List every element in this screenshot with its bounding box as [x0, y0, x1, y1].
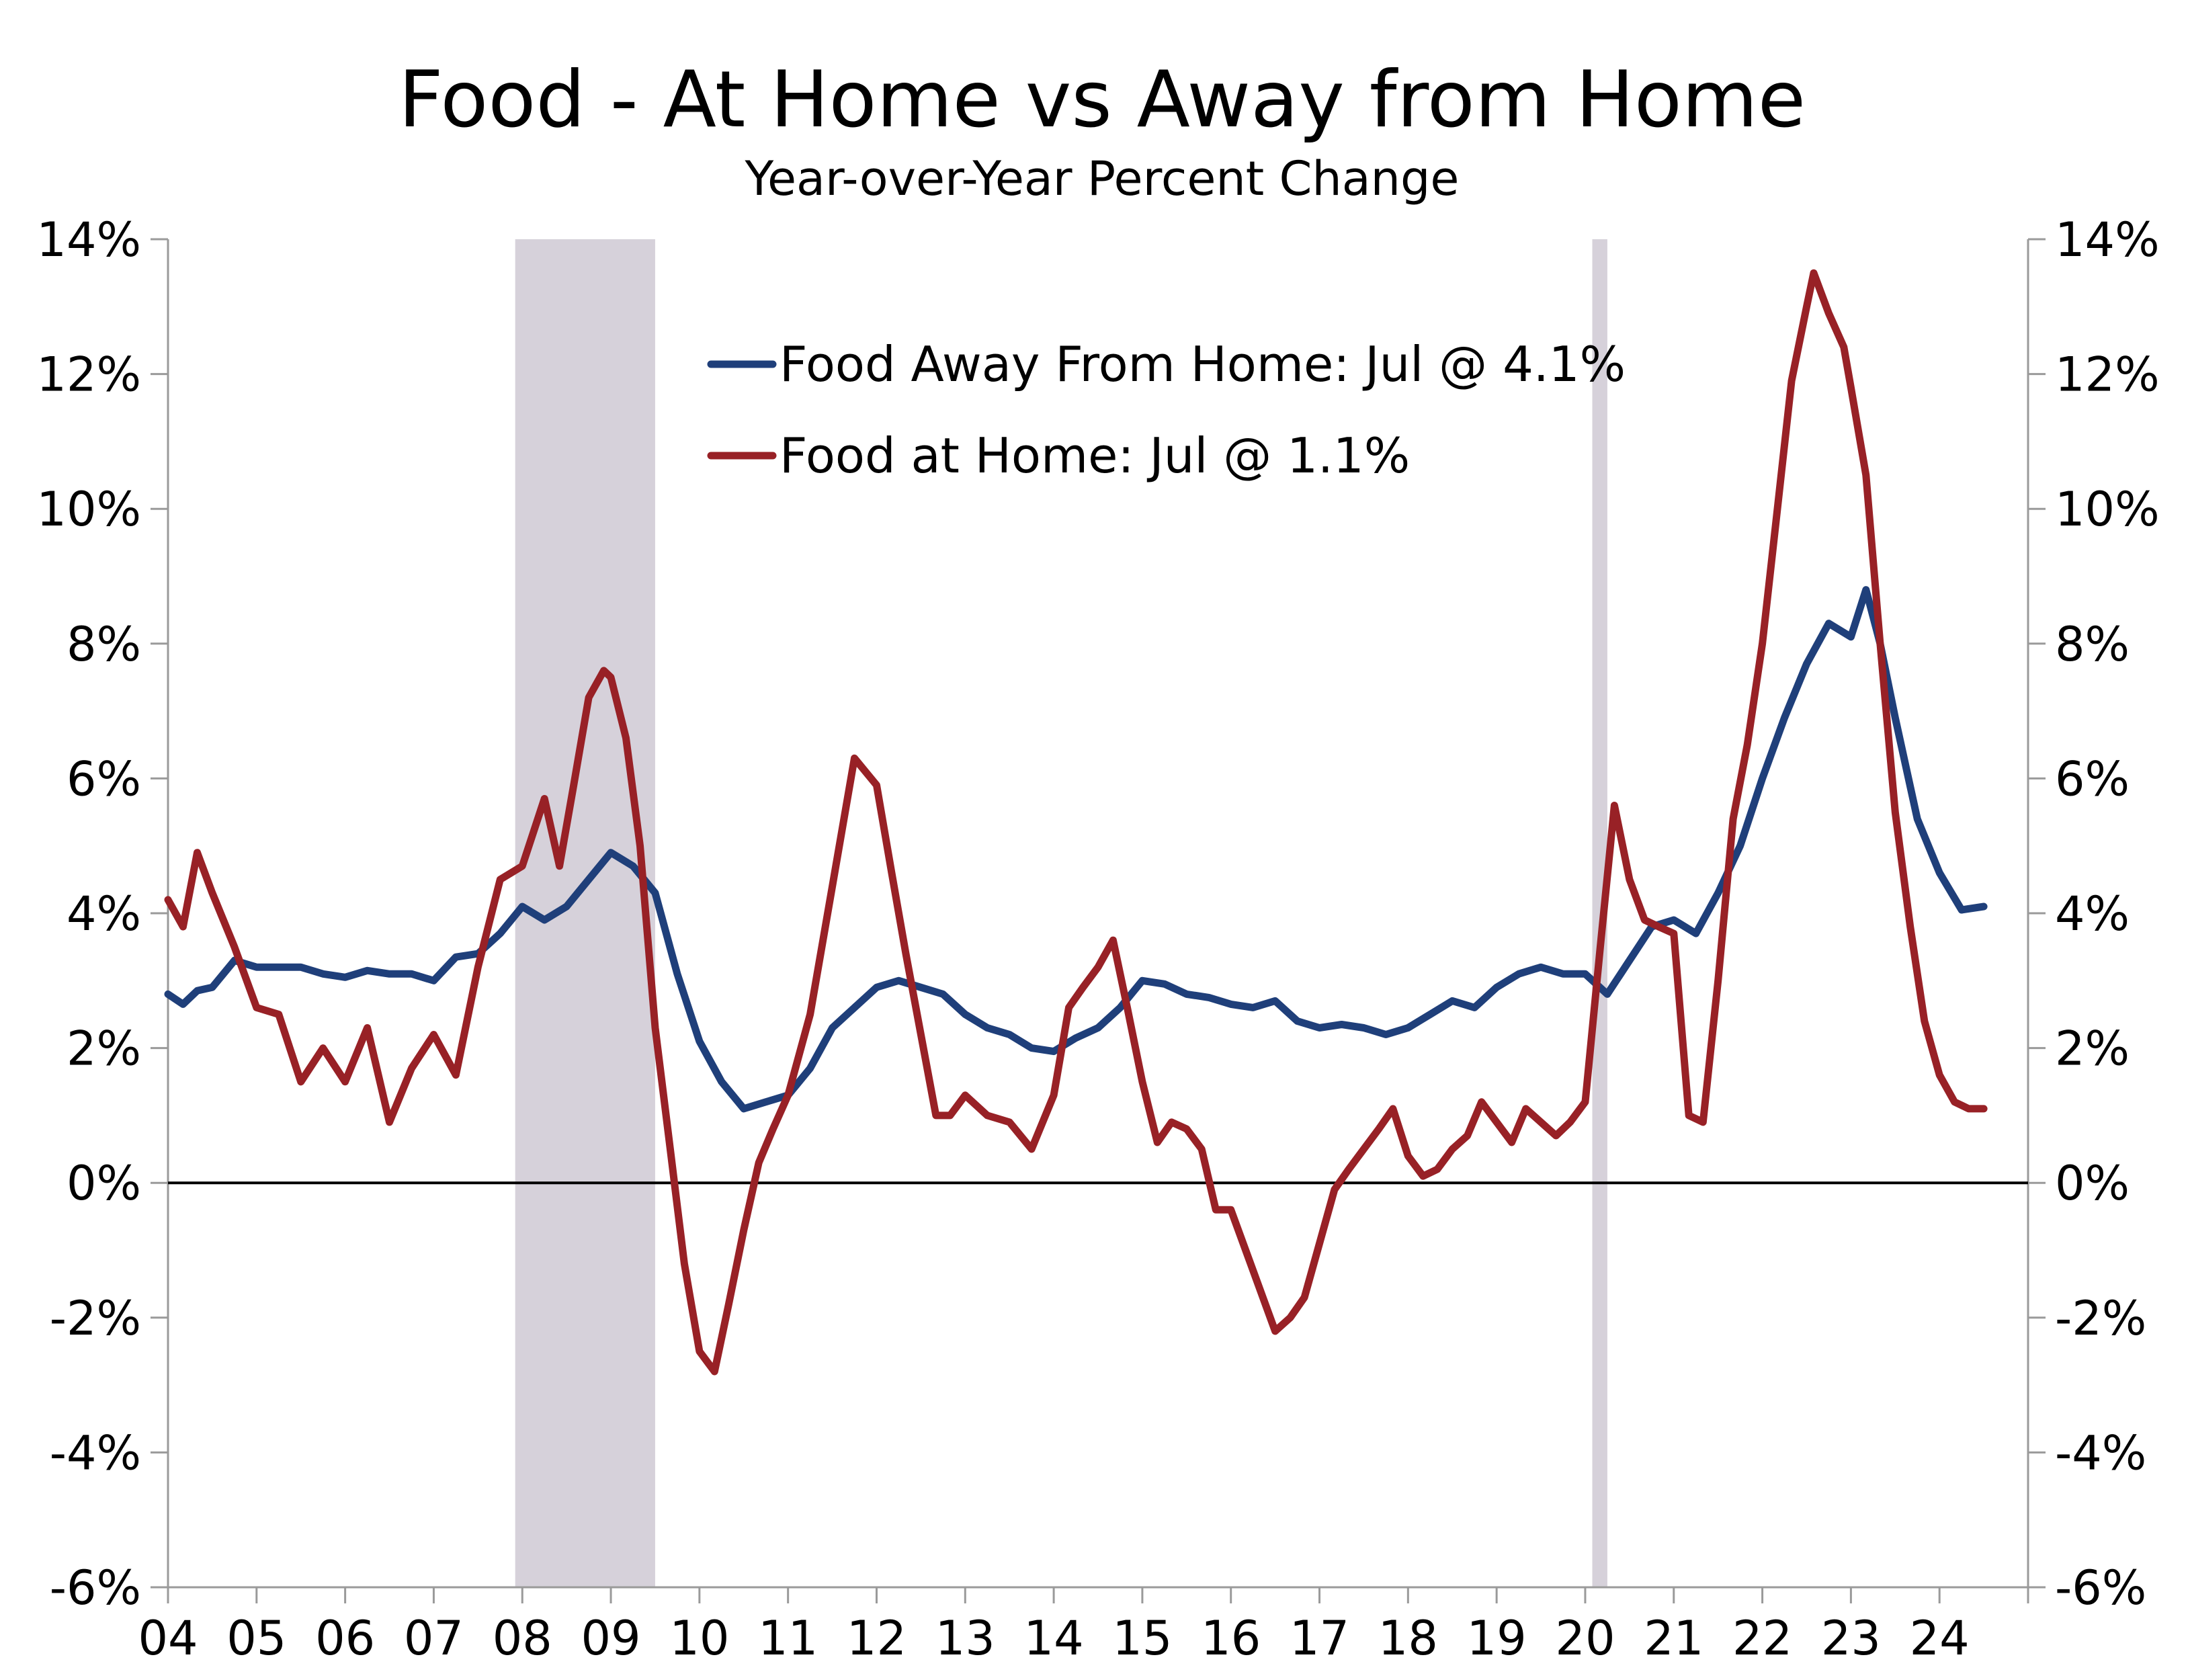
x-tick-label: 17: [1290, 1611, 1349, 1666]
x-tick-label: 18: [1378, 1611, 1438, 1666]
x-tick-label: 04: [138, 1611, 198, 1666]
x-tick-label: 21: [1644, 1611, 1703, 1666]
x-tick-label: 06: [315, 1611, 375, 1666]
x-tick-label: 12: [847, 1611, 907, 1666]
y-tick-label-left: 12%: [36, 347, 141, 403]
x-tick-label: 08: [493, 1611, 552, 1666]
x-tick-label: 22: [1732, 1611, 1792, 1666]
y-tick-label-right: 2%: [2055, 1021, 2130, 1077]
x-tick-label: 15: [1112, 1611, 1172, 1666]
x-tick-label: 24: [1910, 1611, 1970, 1666]
recession-band-2: [1592, 239, 1607, 1587]
axes: -6% -6% -4% -4% -2% -2% 0% 0% 2% 2% 4% 4% 6% 6% 8% 8% 10…: [36, 212, 2159, 1666]
y-tick-label-left: 2%: [67, 1021, 141, 1077]
y-tick-label-left: 14%: [36, 212, 141, 267]
x-tick-label: 23: [1821, 1611, 1881, 1666]
y-tick-label-left: 4%: [67, 886, 141, 941]
x-tick-label: 19: [1467, 1611, 1527, 1666]
x-tick-label: 09: [581, 1611, 641, 1666]
x-tick-label: 14: [1024, 1611, 1084, 1666]
y-tick-label-left: -4%: [50, 1425, 141, 1480]
y-tick-label-right: 6%: [2055, 751, 2130, 806]
chart-subtitle: Year-over-Year Percent Change: [745, 151, 1460, 206]
x-tick-label: 10: [669, 1611, 729, 1666]
legend-label-2: Food at Home: Jul @ 1.1%: [780, 427, 1410, 484]
y-tick-label-left: -6%: [50, 1560, 141, 1615]
x-tick-label: 20: [1555, 1611, 1615, 1666]
x-tick-label: 13: [935, 1611, 995, 1666]
x-tick-label: 05: [226, 1611, 286, 1666]
y-tick-label-right: 4%: [2055, 886, 2130, 941]
y-tick-label-right: -4%: [2055, 1425, 2146, 1480]
y-tick-label-right: 10%: [2055, 482, 2160, 537]
y-tick-label-right: 8%: [2055, 617, 2130, 672]
x-tick-label: 11: [758, 1611, 818, 1666]
chart-title: Food - At Home vs Away from Home: [398, 54, 1806, 145]
y-tick-label-left: 10%: [36, 482, 141, 537]
y-tick-label-right: 0%: [2055, 1156, 2130, 1211]
y-tick-label-right: 12%: [2055, 347, 2160, 403]
series-lines: [164, 269, 1988, 1376]
y-tick-label-right: -6%: [2055, 1560, 2146, 1615]
y-tick-label-right: -2%: [2055, 1291, 2146, 1346]
y-tick-label-left: 8%: [67, 617, 141, 672]
y-tick-label-left: 0%: [67, 1156, 141, 1211]
legend-label-1: Food Away From Home: Jul @ 4.1%: [780, 336, 1626, 392]
x-tick-label: 07: [404, 1611, 464, 1666]
x-tick-label: 16: [1201, 1611, 1261, 1666]
series-line-food-at-home: [164, 269, 1988, 1376]
y-tick-label-left: -2%: [50, 1291, 141, 1346]
y-tick-label-right: 14%: [2055, 212, 2160, 267]
series-line-food-away-from-home: [164, 586, 1988, 1113]
y-tick-label-left: 6%: [67, 751, 141, 806]
legend: Food Away From Home: Jul @ 4.1% Food at H…: [707, 336, 1626, 484]
